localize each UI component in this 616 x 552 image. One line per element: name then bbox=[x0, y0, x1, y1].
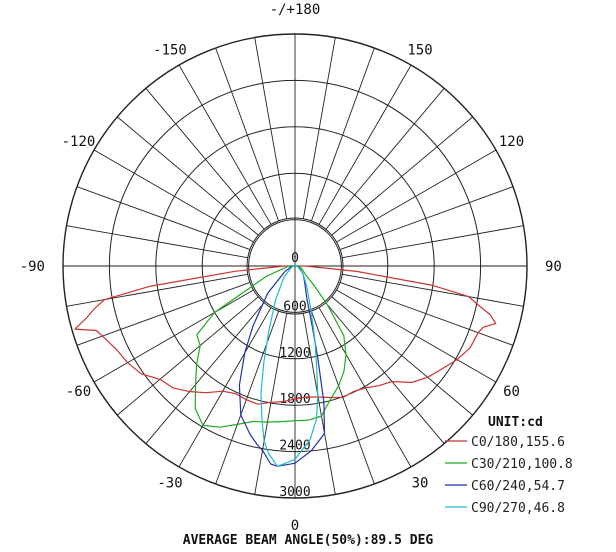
grid-spoke bbox=[302, 313, 336, 495]
grid-spoke bbox=[116, 296, 259, 416]
grid-spoke bbox=[325, 87, 445, 230]
grid-spoke bbox=[66, 225, 248, 259]
series-curve-3 bbox=[260, 265, 319, 467]
grid-spoke bbox=[76, 281, 251, 346]
radial-tick-label: 1800 bbox=[279, 392, 310, 407]
angle-tick-label: -60 bbox=[66, 384, 91, 400]
legend-entry: C60/240,54.7 bbox=[471, 479, 565, 494]
radial-tick-label: 3000 bbox=[279, 485, 310, 500]
series-curve-1 bbox=[194, 265, 347, 428]
grid-spoke bbox=[145, 302, 265, 445]
grid-spoke bbox=[339, 186, 514, 251]
angle-tick-label: 60 bbox=[503, 384, 520, 400]
intensity-curves bbox=[74, 265, 497, 467]
angle-tick-label: -30 bbox=[157, 476, 182, 492]
grid-spoke bbox=[178, 64, 272, 225]
series-curve-2 bbox=[238, 265, 326, 467]
grid-spoke bbox=[66, 273, 248, 307]
legend-entry: C0/180,155.6 bbox=[471, 435, 565, 450]
grid-spoke bbox=[339, 281, 514, 346]
legend-entry: C30/210,100.8 bbox=[471, 457, 573, 472]
series-curve-0 bbox=[74, 265, 497, 405]
grid-spoke bbox=[342, 225, 524, 259]
angle-tick-label: -120 bbox=[62, 134, 96, 150]
grid-spoke bbox=[331, 116, 474, 236]
unit-label: UNIT:cd bbox=[488, 415, 543, 430]
radial-tick-label: 0 bbox=[291, 251, 299, 266]
grid-spoke bbox=[331, 296, 474, 416]
grid-spoke bbox=[325, 302, 445, 445]
grid-spoke bbox=[336, 149, 497, 243]
angle-tick-label: 30 bbox=[412, 476, 429, 492]
grid-spoke bbox=[215, 310, 280, 485]
grid-spoke bbox=[116, 116, 259, 236]
angle-tick-label: -150 bbox=[153, 42, 187, 58]
angle-tick-label: 0 bbox=[291, 518, 299, 534]
grid-spoke bbox=[93, 149, 254, 243]
legend-entry: C90/270,46.8 bbox=[471, 501, 565, 516]
grid-spoke bbox=[302, 37, 336, 219]
grid-spoke bbox=[318, 64, 412, 225]
grid-spoke bbox=[93, 289, 254, 383]
grid-spoke bbox=[178, 307, 272, 468]
grid-spoke bbox=[342, 273, 524, 307]
radial-tick-labels: 0 600 1200 1800 2400 3000 bbox=[279, 251, 310, 500]
grid-spoke bbox=[254, 37, 288, 219]
beam-angle-footer: AVERAGE BEAM ANGLE(50%):89.5 DEG bbox=[183, 533, 434, 548]
grid-spoke bbox=[145, 87, 265, 230]
angle-tick-label: -90 bbox=[20, 259, 45, 275]
angle-tick-labels: -/+180 150 -150 120 -120 90 -90 60 -60 30 -30 0 bbox=[20, 2, 562, 534]
radial-tick-label: 2400 bbox=[279, 439, 310, 454]
polar-grid bbox=[62, 33, 528, 499]
grid-spoke bbox=[310, 47, 375, 222]
legend: UNIT:cd C0/180,155.6 C30/210,100.8 C60/240… bbox=[445, 415, 573, 516]
grid-spoke bbox=[215, 47, 280, 222]
grid-spoke bbox=[336, 289, 497, 383]
angle-tick-label: 150 bbox=[407, 42, 432, 58]
grid-spoke bbox=[254, 313, 288, 495]
grid-spoke bbox=[318, 307, 412, 468]
angle-tick-label: 90 bbox=[545, 259, 562, 275]
angle-tick-label: -/+180 bbox=[270, 2, 321, 18]
grid-spoke bbox=[76, 186, 251, 251]
angle-tick-label: 120 bbox=[499, 134, 524, 150]
radial-tick-label: 1200 bbox=[279, 346, 310, 361]
radial-tick-label: 600 bbox=[283, 299, 306, 314]
